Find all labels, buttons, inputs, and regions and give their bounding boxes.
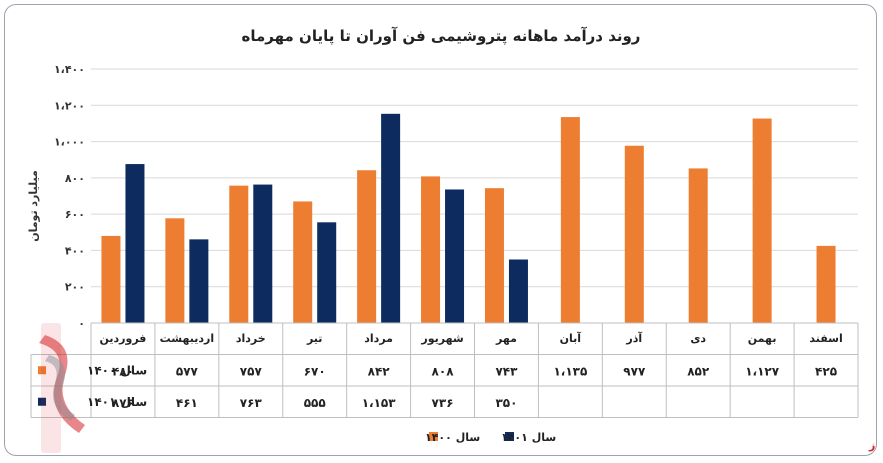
data-label: ۱،۱۲۷ <box>745 364 780 378</box>
bar-1401 <box>381 113 401 323</box>
bars <box>101 113 836 323</box>
bar-1400 <box>229 185 249 323</box>
bar-1400 <box>688 168 708 323</box>
category-label: آذر <box>625 331 642 345</box>
row-key-1401 <box>38 397 46 406</box>
legend: سال ۱۴۰۰ سال ۱۴۰۱ <box>425 431 556 444</box>
y-axis-ticks: ۰ ۲۰۰ ۴۰۰ ۶۰۰ ۸۰۰ ۱،۰۰۰ ۱،۲۰۰ ۱،۴۰۰ <box>54 63 85 330</box>
data-table: فروردین اردیبهشت خرداد تیر مرداد شهریور مهر آبا… <box>30 322 859 418</box>
row-header: سال ۱۴۰۰ <box>87 363 147 377</box>
bar-1400 <box>421 176 441 323</box>
category-label: بهمن <box>748 332 777 345</box>
legend-swatch <box>505 432 514 441</box>
bar-1400 <box>560 117 580 323</box>
category-label: فروردین <box>100 332 147 345</box>
chart-title: روند درآمد ماهانه پتروشیمی فن آوران تا پ… <box>242 27 641 46</box>
y-tick-label: ۲۰۰ <box>65 281 85 294</box>
y-tick-label: ۱،۴۰۰ <box>54 63 85 76</box>
bar-1400 <box>101 235 121 323</box>
bar-1400 <box>357 170 377 323</box>
data-label: ۴۸۰ <box>112 364 134 378</box>
data-label: ۴۶۱ <box>176 396 198 410</box>
category-label: اردیبهشت <box>160 332 214 345</box>
data-label: ۸۰۸ <box>432 364 455 378</box>
y-tick-label: ۱،۲۰۰ <box>54 99 85 112</box>
legend-label: سال ۱۴۰۱ <box>501 431 556 444</box>
legend-label: سال ۱۴۰۰ <box>425 431 480 444</box>
bar-1400 <box>484 188 504 323</box>
y-axis-label: میلیارد تومان <box>27 170 40 242</box>
category-label: شهریور <box>420 332 463 345</box>
y-tick-label: ۸۰۰ <box>65 172 85 185</box>
bar-1400 <box>816 245 836 323</box>
y-tick-label: ۶۰۰ <box>65 208 85 221</box>
data-label: ۷۴۳ <box>495 364 518 378</box>
data-label: ۵۵۵ <box>304 396 326 410</box>
data-label: ۷۶۳ <box>240 396 263 410</box>
logo-mark <box>39 323 85 453</box>
category-label: آبان <box>560 331 582 345</box>
row-header: سال ۱۴۰۱ <box>87 395 147 409</box>
bar-1401 <box>445 189 465 323</box>
category-label: دی <box>690 332 706 345</box>
data-label: ۹۷۷ <box>623 364 646 378</box>
data-label: ۷۵۷ <box>240 364 263 378</box>
bar-1401 <box>317 222 337 323</box>
data-label: ۸۷۶ <box>112 396 134 410</box>
data-label: ۸۴۲ <box>368 364 391 378</box>
legend-swatch <box>429 432 438 441</box>
chart-frame: روند درآمد ماهانه پتروشیمی فن آوران تا پ… <box>4 4 877 456</box>
bar-1400 <box>165 218 185 323</box>
data-label: ۸۵۲ <box>687 364 710 378</box>
bar-1400 <box>752 118 772 323</box>
data-label: ۷۳۶ <box>432 396 454 410</box>
bar-1401 <box>508 259 528 323</box>
data-label: ۶۷۰ <box>304 364 326 378</box>
bar-1400 <box>624 145 644 323</box>
y-tick-label: ۱،۰۰۰ <box>54 136 85 149</box>
bar-1401 <box>125 164 145 323</box>
data-label: ۳۵۰ <box>495 396 517 410</box>
category-label: مهر <box>495 332 517 345</box>
bar-1401 <box>189 239 209 323</box>
row-key-1400 <box>38 366 46 375</box>
data-label: ۵۷۷ <box>176 364 199 378</box>
chart-canvas: روند درآمد ماهانه پتروشیمی فن آوران تا پ… <box>27 27 877 453</box>
data-label: ۱،۱۵۳ <box>362 396 397 410</box>
gridlines <box>91 68 858 288</box>
data-label: ۱،۱۳۵ <box>553 364 587 378</box>
category-label: مرداد <box>364 332 393 345</box>
category-label: تیر <box>306 332 322 345</box>
bar-1400 <box>293 201 313 323</box>
y-tick-label: ۰ <box>78 317 85 330</box>
category-label: اسفند <box>809 332 842 345</box>
category-label: خرداد <box>236 332 266 345</box>
y-tick-label: ۴۰۰ <box>65 244 85 257</box>
watermark-text: بورس نیوز <box>868 439 877 452</box>
bar-1401 <box>253 184 273 323</box>
data-label: ۴۲۵ <box>815 364 837 378</box>
